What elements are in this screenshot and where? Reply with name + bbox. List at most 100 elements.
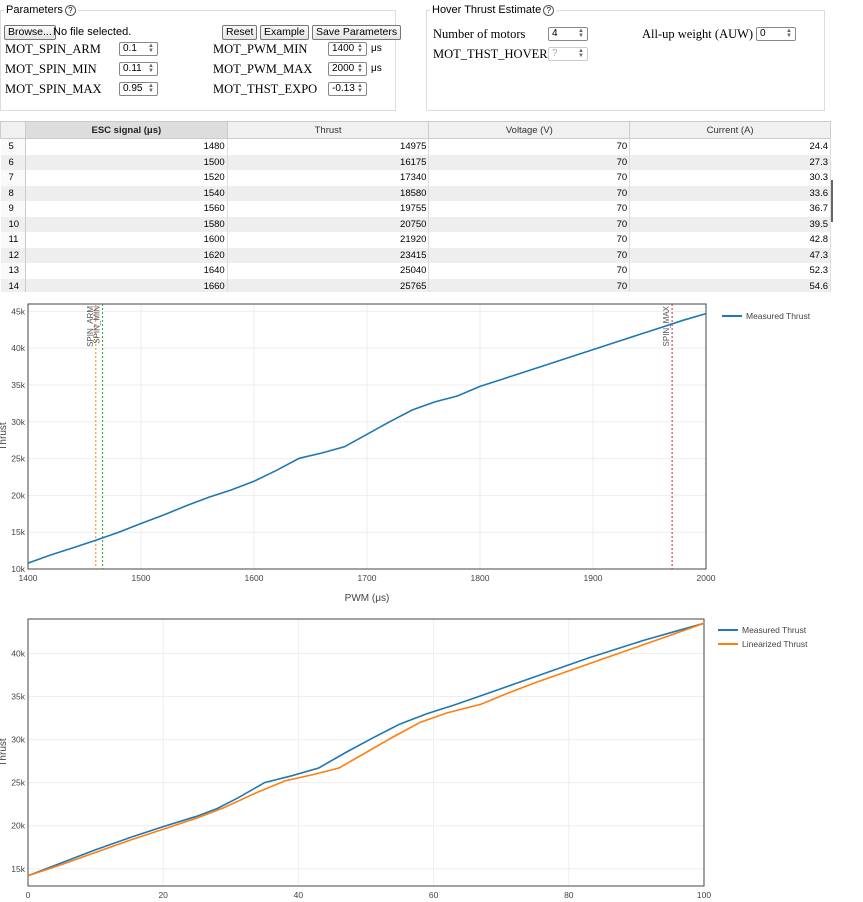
- example-button[interactable]: Example: [260, 25, 309, 40]
- pwm-min-unit: μs: [371, 43, 382, 54]
- num-motors-input[interactable]: 4 ▲ ▼: [548, 27, 588, 41]
- table-row[interactable]: 7 1520 17340 70 30.3: [0, 170, 831, 186]
- cell-thrust[interactable]: 19755: [227, 201, 430, 217]
- table-row[interactable]: 10 1580 20750 70 39.5: [0, 216, 831, 232]
- cell-current[interactable]: 27.3: [629, 154, 831, 170]
- row-number[interactable]: 13: [0, 263, 26, 279]
- row-number[interactable]: 9: [0, 201, 26, 217]
- row-number[interactable]: 8: [0, 185, 26, 201]
- cell-voltage[interactable]: 70: [428, 216, 631, 232]
- save-parameters-button[interactable]: Save Parameters: [312, 25, 402, 40]
- browse-button[interactable]: Browse...: [4, 25, 56, 40]
- stepper-icon[interactable]: ▲ ▼: [578, 28, 584, 39]
- stepper-icon[interactable]: ▲ ▼: [357, 43, 363, 54]
- cell-voltage[interactable]: 70: [428, 232, 631, 248]
- reset-button[interactable]: Reset: [222, 25, 258, 40]
- row-number[interactable]: 14: [0, 278, 26, 292]
- thst-expo-input[interactable]: -0.13 ▲ ▼: [328, 82, 367, 96]
- help-icon[interactable]: ?: [543, 4, 555, 16]
- cell-current[interactable]: 47.3: [629, 247, 831, 263]
- table-row[interactable]: 13 1640 25040 70 52.3: [0, 263, 831, 279]
- data-table-container[interactable]: ESC signal (μs) Thrust Voltage (V) Curre…: [0, 121, 831, 292]
- cell-esc[interactable]: 1620: [25, 247, 228, 263]
- stepper-icon[interactable]: ▲ ▼: [148, 43, 154, 54]
- cell-current[interactable]: 36.7: [629, 201, 831, 217]
- cell-voltage[interactable]: 70: [428, 154, 631, 170]
- cell-thrust[interactable]: 25765: [227, 278, 430, 292]
- help-icon[interactable]: ?: [64, 4, 76, 16]
- cell-current[interactable]: 30.3: [629, 170, 831, 186]
- cell-esc[interactable]: 1520: [25, 170, 228, 186]
- y-tick-label: 15k: [11, 864, 25, 874]
- table-row[interactable]: 12 1620 23415 70 47.3: [0, 247, 831, 263]
- pwm-max-input[interactable]: 2000 ▲ ▼: [328, 62, 367, 76]
- cell-esc[interactable]: 1580: [25, 216, 228, 232]
- table-row[interactable]: 5 1480 14975 70 24.4: [0, 138, 831, 155]
- cell-thrust[interactable]: 14975: [227, 138, 430, 155]
- cell-thrust[interactable]: 17340: [227, 170, 430, 186]
- stepper-icon[interactable]: ▲ ▼: [357, 83, 363, 94]
- cell-current[interactable]: 54.6: [629, 278, 831, 292]
- cell-esc[interactable]: 1480: [25, 138, 228, 155]
- plot-frame: [27, 618, 705, 887]
- y-tick-label: 25k: [11, 778, 25, 788]
- pwm-max-label: MOT_PWM_MAX: [213, 62, 313, 76]
- cell-voltage[interactable]: 70: [428, 263, 631, 279]
- cell-current[interactable]: 52.3: [629, 263, 831, 279]
- cell-thrust[interactable]: 16175: [227, 154, 430, 170]
- pwm-min-input[interactable]: 1400 ▲ ▼: [328, 42, 367, 56]
- cell-esc[interactable]: 1600: [25, 232, 228, 248]
- stepper-icon[interactable]: ▲ ▼: [148, 83, 154, 94]
- table-row[interactable]: 9 1560 19755 70 36.7: [0, 201, 831, 217]
- cell-esc[interactable]: 1500: [25, 154, 228, 170]
- cell-thrust[interactable]: 25040: [227, 263, 430, 279]
- cell-voltage[interactable]: 70: [428, 170, 631, 186]
- cell-voltage[interactable]: 70: [428, 278, 631, 292]
- spin-arm-input[interactable]: 0.1 ▲ ▼: [119, 42, 158, 56]
- spin-arm-label: MOT_SPIN_ARM: [5, 42, 101, 56]
- row-number[interactable]: 7: [0, 170, 26, 186]
- x-tick-label: 0: [26, 890, 31, 900]
- cell-current[interactable]: 39.5: [629, 216, 831, 232]
- stepper-icon: ▲ ▼: [578, 48, 584, 59]
- row-number[interactable]: 11: [0, 232, 26, 248]
- row-number[interactable]: 10: [0, 216, 26, 232]
- row-number[interactable]: 5: [0, 138, 26, 155]
- stepper-icon[interactable]: ▲ ▼: [786, 28, 792, 39]
- cell-esc[interactable]: 1560: [25, 201, 228, 217]
- spin-max-input[interactable]: 0.95 ▲ ▼: [119, 82, 158, 96]
- auw-input[interactable]: 0 ▲ ▼: [756, 27, 796, 41]
- cell-voltage[interactable]: 70: [428, 201, 631, 217]
- stepper-icon[interactable]: ▲ ▼: [357, 63, 363, 74]
- cell-voltage[interactable]: 70: [428, 138, 631, 155]
- x-tick-label: 100: [697, 890, 711, 900]
- x-tick-label: 1600: [245, 573, 264, 583]
- cell-esc[interactable]: 1640: [25, 263, 228, 279]
- table-row[interactable]: 6 1500 16175 70 27.3: [0, 154, 831, 170]
- table-row[interactable]: 14 1660 25765 70 54.6: [0, 278, 831, 292]
- row-number[interactable]: 6: [0, 154, 26, 170]
- cell-thrust[interactable]: 18580: [227, 185, 430, 201]
- spin-min-input[interactable]: 0.11 ▲ ▼: [119, 62, 158, 76]
- cell-esc[interactable]: 1540: [25, 185, 228, 201]
- cell-esc[interactable]: 1660: [25, 278, 228, 292]
- column-header-current[interactable]: Current (A): [629, 121, 831, 139]
- table-scrollbar[interactable]: [828, 180, 833, 222]
- cell-current[interactable]: 24.4: [629, 138, 831, 155]
- column-header-voltage[interactable]: Voltage (V): [428, 121, 631, 139]
- cell-voltage[interactable]: 70: [428, 247, 631, 263]
- y-tick-label: 45k: [11, 306, 25, 316]
- cell-current[interactable]: 42.8: [629, 232, 831, 248]
- cell-current[interactable]: 33.6: [629, 185, 831, 201]
- cell-thrust[interactable]: 23415: [227, 247, 430, 263]
- legend-label: Linearized Thrust: [742, 639, 808, 649]
- table-row[interactable]: 8 1540 18580 70 33.6: [0, 185, 831, 201]
- row-number[interactable]: 12: [0, 247, 26, 263]
- stepper-icon[interactable]: ▲ ▼: [148, 63, 154, 74]
- column-header-thrust[interactable]: Thrust: [226, 121, 430, 139]
- table-row[interactable]: 11 1600 21920 70 42.8: [0, 232, 831, 248]
- column-header-esc[interactable]: ESC signal (μs): [24, 121, 228, 139]
- cell-thrust[interactable]: 20750: [227, 216, 430, 232]
- cell-voltage[interactable]: 70: [428, 185, 631, 201]
- cell-thrust[interactable]: 21920: [227, 232, 430, 248]
